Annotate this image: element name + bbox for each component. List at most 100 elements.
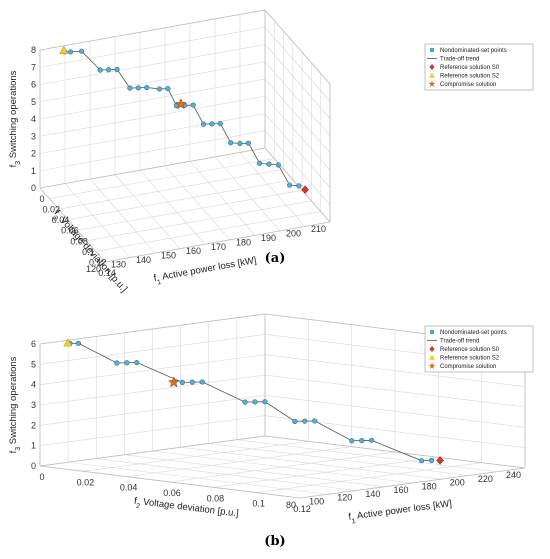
nondominated-point	[349, 438, 355, 444]
back-wall-grid-z	[264, 44, 331, 119]
nondominated-point	[165, 86, 171, 92]
y-tick-label: 0.1	[252, 499, 265, 509]
side-wall-grid-z	[39, 374, 266, 406]
x-tick-label: 180	[236, 237, 251, 247]
nondominated-point	[156, 86, 163, 92]
x-axis-label: f1 Active power loss [kW]	[348, 498, 453, 525]
nondominated-point	[369, 437, 375, 443]
nondominated-point	[266, 161, 272, 167]
floor-grid-x	[139, 170, 206, 245]
nondominated-point	[200, 121, 207, 127]
legend-triangle-icon	[429, 354, 435, 360]
nondominated-point	[209, 121, 215, 127]
back-wall-grid-z	[264, 96, 331, 171]
back-wall-grid-z	[264, 374, 526, 408]
legend-circle-icon	[429, 47, 435, 53]
z-tick-label: 2	[31, 420, 36, 430]
floor-grid-y	[58, 168, 284, 210]
axis-box-edge	[39, 187, 106, 263]
y-tick-label: 0.12	[89, 257, 107, 267]
x-tick-label: 140	[365, 489, 380, 499]
x-tick-label: 100	[309, 496, 324, 506]
floor-grid-y	[169, 451, 396, 483]
nondominated-point	[97, 67, 103, 73]
axis-box-edge	[39, 465, 301, 499]
legend-box	[424, 43, 534, 91]
x-tick-label: 170	[211, 242, 226, 252]
legend-label: Reference solution S2	[440, 74, 500, 80]
x-tick-label: 160	[393, 485, 408, 495]
nondominated-point	[296, 183, 302, 189]
z-tick-label: 4	[31, 380, 36, 390]
x-tick-label: 190	[261, 233, 276, 243]
nondominated-point	[75, 340, 82, 346]
y-axis-label: f2 Voltage deviation [p.u.]	[50, 208, 130, 296]
z-tick-label: 1	[31, 441, 36, 451]
y-tick-label: 0.02	[43, 205, 61, 215]
nondominated-point	[217, 121, 223, 127]
reference-solution-s0-marker	[301, 185, 309, 194]
floor-grid-y	[213, 457, 439, 488]
panel-b-chart: 80 100 120 140 160 180 200 220 24000.020.040.060…	[8, 313, 534, 549]
legend-triangle-icon	[429, 72, 435, 78]
z-tick-label: 6	[31, 80, 36, 90]
nondominated-point	[286, 182, 293, 188]
y-tick-label: 0.12	[293, 504, 311, 514]
x-tick-label: 140	[136, 255, 151, 265]
axis-box-edge	[264, 9, 331, 85]
axis-box-edge	[264, 435, 526, 469]
z-axis-label: f3 Switching operations	[8, 356, 22, 453]
axis-box-edge	[299, 467, 526, 499]
nondominated-point	[144, 84, 150, 91]
x-tick-label: 210	[311, 224, 326, 234]
axis-box-edge	[104, 221, 331, 263]
x-tick-label: 160	[186, 246, 201, 256]
nondominated-point	[124, 360, 130, 366]
x-tick-label: 200	[450, 478, 465, 488]
compromise-solution-marker	[167, 376, 180, 388]
side-wall-grid-z	[39, 415, 266, 446]
axis-box-edge	[39, 435, 266, 467]
nondominated-point	[228, 140, 234, 146]
y-tick-label: 0.04	[120, 483, 138, 493]
floor-grid-y	[86, 200, 312, 242]
z-tick-label: 8	[31, 45, 36, 55]
nondominated-point	[302, 418, 308, 424]
panel-caption: (a)	[265, 251, 286, 266]
x-tick-label: 120	[86, 264, 101, 274]
back-wall-grid-z	[264, 61, 331, 136]
nondominated-point	[252, 399, 258, 405]
nondominated-point	[275, 162, 281, 168]
back-wall-grid-z	[264, 113, 331, 188]
y-tick-label: 0.08	[70, 236, 88, 246]
z-tick-label: 5	[31, 359, 36, 369]
y-tick-label: 0.14	[98, 268, 116, 278]
floor-grid-x	[114, 174, 181, 249]
panel-caption: (b)	[264, 534, 285, 549]
nondominated-point	[134, 359, 140, 366]
legend-label: Trade-off trend	[440, 339, 479, 345]
floor-grid-y	[67, 179, 293, 221]
z-tick-label: 7	[31, 62, 36, 72]
legend-label: Reference solution S0	[440, 347, 500, 353]
reference-solution-s0-marker	[436, 456, 444, 465]
z-tick-label: 2	[31, 149, 36, 159]
axis-box-edge	[39, 9, 266, 51]
floor-grid-x	[164, 165, 231, 240]
floor-grid-x	[214, 156, 281, 232]
nondominated-point	[106, 67, 112, 73]
side-wall-grid-z	[39, 95, 266, 137]
x-tick-label: 130	[111, 260, 126, 270]
y-tick-label: 0.02	[77, 477, 95, 487]
legend-star-icon	[428, 362, 436, 369]
legend-label: Trade-off trend	[440, 57, 479, 63]
axis-box-edge	[39, 313, 266, 345]
x-tick-label: 80	[286, 500, 296, 510]
side-wall-grid-z	[39, 26, 266, 68]
floor-grid-y	[95, 211, 321, 252]
z-tick-label: 4	[31, 114, 36, 124]
legend-label: Nondominated-set points	[440, 48, 507, 54]
nondominated-point	[292, 418, 298, 424]
floor-grid-y	[126, 446, 352, 477]
